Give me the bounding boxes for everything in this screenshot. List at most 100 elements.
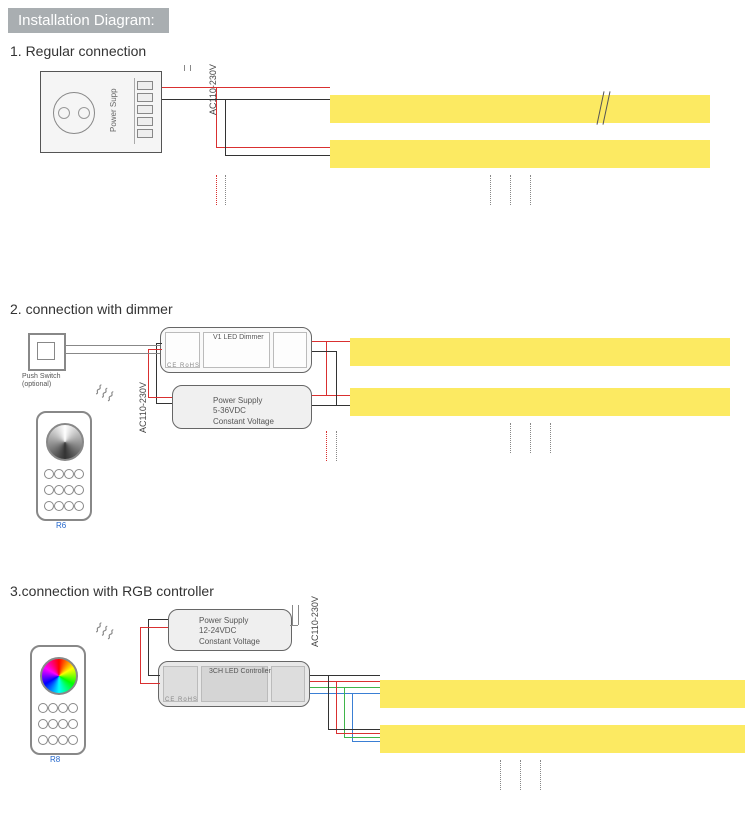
wire xyxy=(312,405,336,406)
wire xyxy=(310,675,380,676)
wifi-icon: ⌇⌇⌇ xyxy=(91,381,117,406)
wire xyxy=(156,343,162,344)
led-strip xyxy=(330,95,710,123)
psu-line2: 5-36VDC xyxy=(213,406,246,415)
wire xyxy=(352,741,380,742)
cert-icons: CE RoHS xyxy=(167,363,200,369)
continuation-icon xyxy=(540,760,541,790)
remote-control xyxy=(30,645,86,755)
wire xyxy=(298,605,299,625)
wire xyxy=(140,627,168,628)
continuation-icon xyxy=(510,175,511,205)
wire xyxy=(326,341,327,395)
wire xyxy=(148,349,149,397)
wire xyxy=(336,681,337,733)
wire xyxy=(292,605,293,625)
section3-title: 3.connection with RGB controller xyxy=(10,583,750,599)
wire xyxy=(225,155,330,156)
psu-text: Power Supply 5-36VDC Constant Voltage xyxy=(213,396,274,427)
wire xyxy=(156,343,157,403)
wire xyxy=(148,675,160,676)
section2-title: 2. connection with dimmer xyxy=(10,301,750,317)
wire xyxy=(216,147,330,148)
terminal-icon xyxy=(134,78,155,144)
wire xyxy=(310,687,380,688)
rgb-wheel-icon xyxy=(40,657,78,695)
cert-icons: CE RoHS xyxy=(165,697,198,703)
continuation-icon xyxy=(510,423,511,453)
wire xyxy=(310,681,380,682)
wire xyxy=(326,395,350,396)
dimmer-label: V1 LED Dimmer xyxy=(213,334,264,342)
wire xyxy=(148,349,162,350)
psu-line2: 12-24VDC xyxy=(199,626,236,635)
wire xyxy=(148,619,168,620)
section1-title: 1. Regular connection xyxy=(10,43,750,59)
diagram-2: Push Switch (optional) ⌇⌇⌇ R6 AC110-230V… xyxy=(20,323,750,543)
wire xyxy=(310,693,380,694)
wire xyxy=(190,65,191,71)
led-strip xyxy=(380,680,745,708)
wire xyxy=(225,99,226,155)
wire xyxy=(328,675,329,730)
ac-voltage-label: AC110-230V xyxy=(138,382,148,433)
psu-box: Power Supply 12-24VDC Constant Voltage xyxy=(168,609,292,651)
led-strip xyxy=(350,338,730,366)
continuation-icon xyxy=(225,175,226,205)
led-strip xyxy=(380,725,745,753)
continuation-icon xyxy=(500,760,501,790)
remote-model-label: R6 xyxy=(56,521,66,530)
wire xyxy=(140,683,160,684)
wire xyxy=(290,625,298,626)
psu-line3: Constant Voltage xyxy=(199,637,260,646)
continuation-icon xyxy=(216,175,217,205)
continuation-icon xyxy=(530,423,531,453)
psu-line1: Power Supply xyxy=(213,396,262,405)
wire xyxy=(312,351,336,352)
wire xyxy=(312,341,350,342)
power-supply-block: Power Supp xyxy=(40,71,162,153)
ac-voltage-label: AC110-230V xyxy=(310,596,320,647)
wire xyxy=(162,99,225,100)
diagram-3: ⌇⌇⌇ R8 AC110-230V Power Supply 12-24VDC … xyxy=(20,605,750,805)
continuation-icon xyxy=(490,175,491,205)
push-switch-label: Push Switch (optional) xyxy=(22,373,66,388)
wifi-icon: ⌇⌇⌇ xyxy=(91,619,117,644)
dimmer-box: V1 LED Dimmer CE RoHS xyxy=(160,327,312,373)
wire xyxy=(336,351,337,405)
wire xyxy=(336,733,380,734)
psu-box: Power Supply 5-36VDC Constant Voltage xyxy=(172,385,312,429)
psu-text: Power Supply 12-24VDC Constant Voltage xyxy=(199,616,260,647)
wire xyxy=(336,405,350,406)
fan-icon xyxy=(53,92,95,134)
strip-break-icon xyxy=(600,91,610,125)
psu-label: Power Supp xyxy=(109,88,118,132)
wire xyxy=(148,397,172,398)
remote-control xyxy=(36,411,92,521)
header-title: Installation Diagram: xyxy=(8,8,169,33)
continuation-icon xyxy=(326,431,327,461)
wire xyxy=(184,65,185,71)
continuation-icon xyxy=(530,175,531,205)
led-strip xyxy=(350,388,730,416)
wire xyxy=(312,395,326,396)
continuation-icon xyxy=(550,423,551,453)
dimmer-wheel-icon xyxy=(46,423,84,461)
remote-model-label: R8 xyxy=(50,755,60,764)
wire xyxy=(162,87,330,88)
led-strip xyxy=(330,140,710,168)
controller-label: 3CH LED Controller xyxy=(209,668,271,676)
push-switch-icon xyxy=(28,333,66,371)
wire xyxy=(64,353,160,354)
continuation-icon xyxy=(336,431,337,461)
wire xyxy=(156,403,172,404)
psu-line1: Power Supply xyxy=(199,616,248,625)
wire xyxy=(216,87,217,147)
psu-line3: Constant Voltage xyxy=(213,417,274,426)
wire xyxy=(328,729,380,730)
rgb-controller-box: 3CH LED Controller CE RoHS xyxy=(158,661,310,707)
wire xyxy=(140,627,141,683)
wire xyxy=(64,345,160,346)
diagram-1: Power Supp AC110-230V xyxy=(20,65,750,245)
wire xyxy=(225,99,330,100)
